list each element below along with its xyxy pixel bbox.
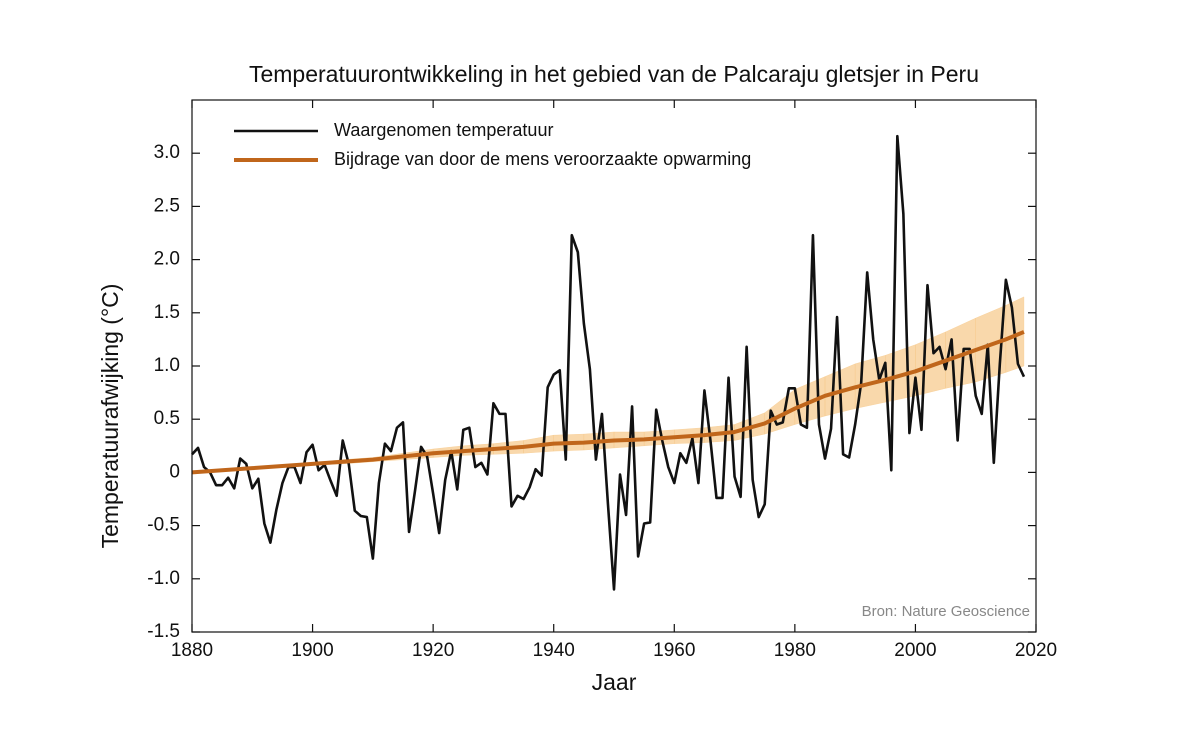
y-tick-label: -0.5 [147,515,180,536]
x-tick-label: 2000 [894,640,936,661]
y-tick-label: 3.0 [154,142,180,163]
legend-label: Bijdrage van door de mens veroorzaakte o… [334,149,751,169]
x-tick-label: 1900 [291,640,333,661]
y-tick-label: -1.5 [147,621,180,642]
y-tick-label: 1.5 [154,302,180,323]
x-tick-label: 1980 [774,640,816,661]
x-tick-label: 2020 [1015,640,1057,661]
y-tick-label: 2.0 [154,249,180,270]
x-tick-label: 1880 [171,640,213,661]
y-tick-label: -1.0 [147,568,180,589]
y-tick-label: 0 [169,461,180,482]
y-tick-label: 2.5 [154,195,180,216]
series-line [191,330,1025,475]
x-axis-label: Jaar [592,669,637,695]
y-axis-label: Temperatuurafwijking (°C) [97,284,123,549]
plot-frame [191,99,1037,633]
x-tick-label: 1920 [412,640,454,661]
series-line [191,134,1026,591]
y-tick-label: 1.0 [154,355,180,376]
source-note: Bron: Nature Geoscience [862,603,1030,620]
x-tick-label: 1940 [533,640,575,661]
chart-title: Temperatuurontwikkeling in het gebied va… [249,61,979,87]
y-tick-label: 0.5 [154,408,180,429]
x-tick-label: 1960 [653,640,695,661]
legend-label: Waargenomen temperatuur [334,120,553,140]
